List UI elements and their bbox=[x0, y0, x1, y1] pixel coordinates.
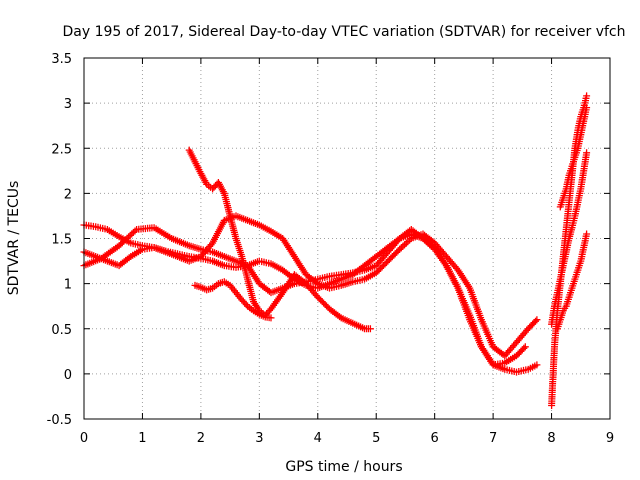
y-tick-label: -0.5 bbox=[47, 413, 72, 428]
x-tick-label: 1 bbox=[138, 431, 146, 446]
series-marks bbox=[185, 146, 374, 333]
series-track-e bbox=[191, 278, 275, 322]
x-tick-label: 2 bbox=[197, 431, 205, 446]
x-axis-label: GPS time / hours bbox=[285, 459, 402, 475]
y-tick-label: 1 bbox=[64, 278, 72, 293]
x-tick-label: 8 bbox=[547, 431, 555, 446]
series-marks bbox=[548, 149, 591, 328]
y-tick-label: 0.5 bbox=[51, 323, 72, 338]
series-track-c bbox=[185, 146, 374, 333]
x-tick-label: 5 bbox=[372, 431, 380, 446]
grid bbox=[84, 58, 610, 419]
x-tick-label: 3 bbox=[255, 431, 263, 446]
y-tick-label: 1.5 bbox=[51, 233, 72, 248]
x-tick-label: 0 bbox=[80, 431, 88, 446]
series-marks bbox=[191, 278, 275, 322]
series-track-h bbox=[553, 230, 591, 333]
plot-frame bbox=[83, 57, 611, 420]
data-series bbox=[80, 92, 591, 409]
x-tick-label: 4 bbox=[314, 431, 322, 446]
x-tick-label: 7 bbox=[489, 431, 497, 446]
y-tick-label: 2.5 bbox=[51, 142, 72, 157]
y-tick-label: 2 bbox=[64, 187, 72, 202]
x-tick-label: 6 bbox=[431, 431, 439, 446]
series-track-i bbox=[556, 104, 591, 211]
y-axis-label: SDTVAR / TECUs bbox=[6, 181, 22, 296]
axes: 0 1 2 3 4 5 6 7 8 9 -0.5 0 0.5 1 1.5 2 2.5 3 3.5 bbox=[47, 52, 615, 446]
y-tick-label: 0 bbox=[64, 368, 72, 383]
y-tick-label: 3.5 bbox=[51, 52, 72, 67]
y-tick-label: 3 bbox=[64, 97, 72, 112]
chart-title: Day 195 of 2017, Sidereal Day-to-day VTE… bbox=[62, 24, 625, 40]
series-marks bbox=[556, 104, 591, 211]
series-marks bbox=[553, 230, 591, 333]
series-track-g bbox=[548, 149, 591, 328]
x-tick-label: 9 bbox=[606, 431, 614, 446]
